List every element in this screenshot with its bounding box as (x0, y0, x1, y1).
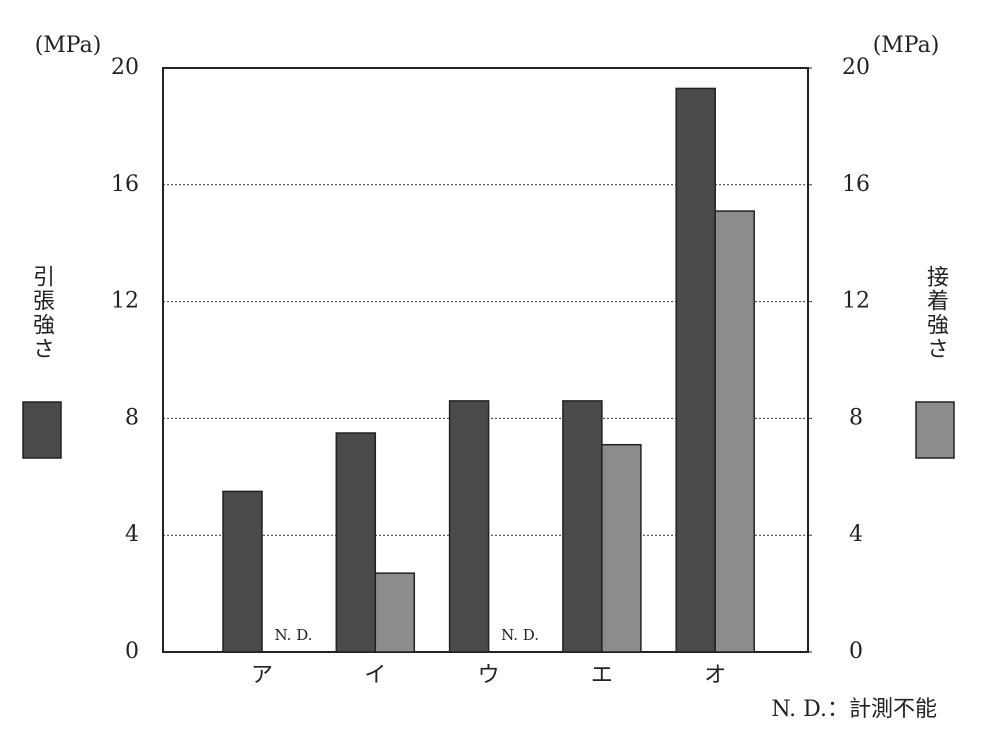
legend-swatch (22, 401, 62, 459)
bar (675, 87, 716, 653)
value-label: N. D. (275, 626, 313, 644)
annotation: N. D.：計測不能 (771, 697, 937, 722)
y2-unit: (MPa) (873, 33, 940, 58)
bar (601, 443, 642, 653)
legend-swatch (915, 401, 955, 459)
y-tick-label: 8 (125, 405, 139, 430)
bar (714, 210, 755, 653)
y-tick-label: 4 (125, 522, 139, 547)
y2-tick-label: 0 (849, 639, 863, 664)
y2-tick-label: 20 (842, 55, 870, 80)
y-tick-label: 12 (111, 289, 139, 314)
legend-label: 引張強さ (29, 265, 54, 361)
bar (222, 490, 263, 653)
x-tick-label: オ (704, 663, 726, 688)
x-tick-label: エ (591, 663, 613, 688)
x-tick-label: ウ (478, 663, 500, 688)
bar (448, 400, 490, 653)
y-unit: (MPa) (35, 33, 102, 58)
y-tick-label: 16 (111, 172, 139, 197)
bar (562, 400, 603, 653)
bar (374, 572, 416, 653)
value-label: N. D. (501, 626, 539, 644)
y2-tick-label: 16 (842, 172, 870, 197)
y2-tick-label: 12 (842, 289, 870, 314)
x-tick-label: イ (364, 663, 386, 688)
y-tick-label: 0 (125, 639, 139, 664)
y2-tick-label: 4 (849, 522, 863, 547)
y-tick-label: 20 (111, 55, 139, 80)
legend-label: 接着強さ (923, 265, 949, 361)
x-tick-label: ア (251, 663, 273, 688)
bar (335, 432, 377, 653)
y2-tick-label: 8 (849, 405, 863, 430)
